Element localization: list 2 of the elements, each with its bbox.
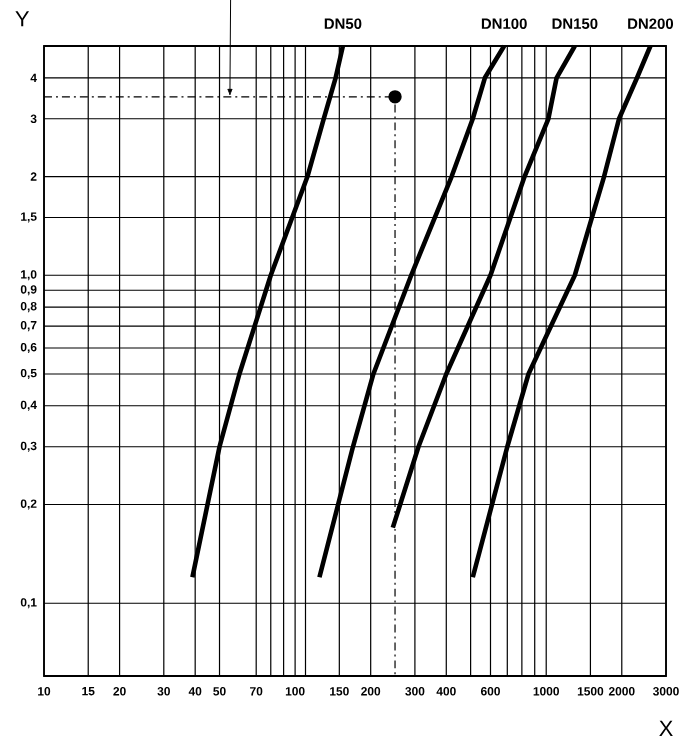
- x-axis-title: X: [659, 720, 673, 736]
- y-axis-title: Y: [15, 11, 30, 27]
